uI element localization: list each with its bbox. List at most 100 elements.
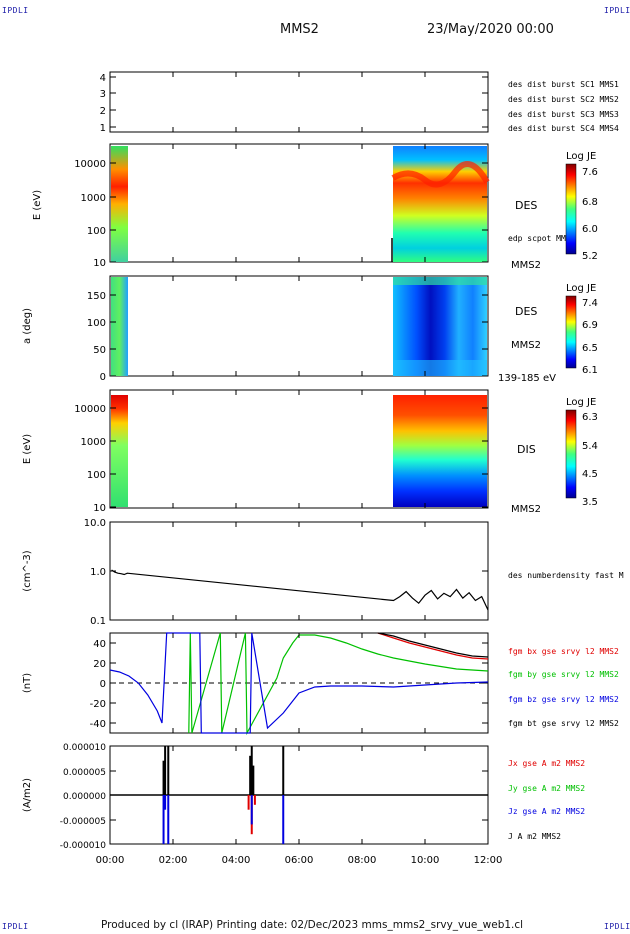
colorbar2-tick: 6.8 <box>582 197 598 208</box>
legend-j: J A m2 MMS2 <box>508 832 561 841</box>
spacecraft-title: MMS2 <box>280 22 319 37</box>
x-tick-label: 12:00 <box>474 855 503 866</box>
panel4-ylabel: E (eV) <box>22 434 33 464</box>
b-series-1 <box>188 632 489 736</box>
y-tick-label: 10.0 <box>84 518 106 529</box>
ion-block-early <box>111 395 128 507</box>
y-tick-label: 0 <box>100 372 106 383</box>
spectrogram-ridge <box>391 161 490 188</box>
colorbar4-tick: 3.5 <box>582 497 598 508</box>
colorbar4-tick: 6.3 <box>582 412 598 423</box>
corner-label-top-left: IPDLI <box>2 6 29 15</box>
panel6-ylabel: (nT) <box>22 673 33 693</box>
y-tick-label: 0 <box>100 679 106 690</box>
y-tick-label: 40 <box>93 639 106 650</box>
y-tick-label: 150 <box>87 291 106 302</box>
panel2-sublabel: edp scpot MMS2 <box>508 234 576 243</box>
density-series-0 <box>111 569 489 611</box>
panel-pitch-angle: a (deg) 0 50 100 150 DES MMS2 139-185 eV Lo… <box>22 275 598 384</box>
panel5-legend: des numberdensity fast M <box>508 571 624 580</box>
panel-current-density: (A/m2) -0.000010 -0.000005 0.000000 0.00000… <box>22 743 585 851</box>
y-tick-label: 0.000005 <box>63 768 106 778</box>
panel-ion-energy: E (eV) 10 100 1000 10000 DIS MMS2 Log JE 6.… <box>22 389 598 515</box>
colorbar4-tick: 4.5 <box>582 469 598 480</box>
panel3-sublabel: MMS2 <box>511 340 541 351</box>
panel-magnetic-field: (nT) -40 -20 0 20 40 fgm bx gse srvy l2 MMS2… <box>22 632 619 736</box>
panel4-bottom-label: MMS2 <box>511 504 541 515</box>
panel4-label: DIS <box>517 443 536 456</box>
panel3-ylabel: a (deg) <box>22 308 33 344</box>
panel2-label: DES <box>515 199 537 212</box>
panel2-bottom-label: MMS2 <box>511 260 541 271</box>
x-tick-label: 00:00 <box>96 855 125 866</box>
y-tick-label: 0.000010 <box>63 743 106 753</box>
panel2-ylabel: E (eV) <box>32 190 43 220</box>
colorbar3-title: Log JE <box>566 283 596 294</box>
legend-jx: Jx gse A m2 MMS2 <box>508 759 585 768</box>
panel1-frame <box>109 71 489 133</box>
legend-mms2: des dist burst SC2 MMS2 <box>508 95 619 104</box>
panel-burst-intervals: 1 2 3 4 des dist burst SC1 MMS1 des dist bu… <box>100 71 619 134</box>
x-tick-label: 06:00 <box>285 855 314 866</box>
pitchangle-block-early <box>111 277 128 376</box>
colorbar3-tick: 6.1 <box>582 365 598 376</box>
panel5-frame <box>109 521 489 621</box>
b-series-2 <box>109 632 489 734</box>
y-tick-label: 100 <box>87 470 106 481</box>
colorbar3-tick: 6.5 <box>582 343 598 354</box>
colorbar4-title: Log JE <box>566 397 596 408</box>
corner-label-bottom-right: IPDLI <box>604 922 630 931</box>
y-tick-label: 10000 <box>74 404 106 415</box>
b-series-0 <box>377 632 489 660</box>
y-tick-label: -40 <box>90 719 106 730</box>
b-series-3 <box>377 632 489 658</box>
colorbar2-tick: 5.2 <box>582 251 598 262</box>
ion-block-late <box>393 395 487 507</box>
y-tick-label: 1.0 <box>90 567 106 578</box>
legend-by: fgm by gse srvy l2 MMS2 <box>508 670 619 679</box>
colorbar2-tick: 7.6 <box>582 167 598 178</box>
y-tick-label: 10 <box>93 503 106 514</box>
legend-mms3: des dist burst SC3 MMS3 <box>508 110 619 119</box>
pitchangle-top-band <box>393 277 487 285</box>
y-tick-label: 1000 <box>81 437 106 448</box>
y-tick-label: 2 <box>100 106 106 117</box>
footer-text: Produced by cl (IRAP) Printing date: 02/… <box>101 919 524 931</box>
legend-mms4: des dist burst SC4 MMS4 <box>508 124 619 133</box>
y-tick-label: 1000 <box>81 193 106 204</box>
y-tick-label: 0.1 <box>90 616 106 627</box>
corner-label-bottom-left: IPDLI <box>2 922 29 931</box>
y-tick-label: -20 <box>90 699 106 710</box>
legend-bx: fgm bx gse srvy l2 MMS2 <box>508 647 619 656</box>
panel3-bottom-label: 139-185 eV <box>498 373 556 384</box>
legend-jz: Jz gse A m2 MMS2 <box>508 807 585 816</box>
legend-bt: fgm bt gse srvy l2 MMS2 <box>508 719 619 728</box>
legend-bz: fgm bz gse srvy l2 MMS2 <box>508 695 619 704</box>
colorbar-panel2 <box>565 163 577 255</box>
y-tick-label: 10000 <box>74 159 106 170</box>
colorbar2-tick: 6.0 <box>582 224 598 235</box>
panel7-ylabel: (A/m2) <box>22 778 33 812</box>
y-tick-label: -0.000010 <box>60 841 106 851</box>
y-tick-label: 100 <box>87 318 106 329</box>
x-tick-label: 10:00 <box>411 855 440 866</box>
colorbar4-tick: 5.4 <box>582 441 598 452</box>
y-tick-label: 0.000000 <box>63 792 106 802</box>
panel3-label: DES <box>515 305 537 318</box>
legend-mms1: des dist burst SC1 MMS1 <box>508 80 619 89</box>
panel-density: (cm^-3) 0.1 1.0 10.0 des numberdensity fas… <box>22 518 624 627</box>
x-tick-label: 02:00 <box>159 855 188 866</box>
colorbar3-tick: 7.4 <box>582 298 598 309</box>
colorbar-panel4 <box>565 409 577 499</box>
date-title: 23/May/2020 00:00 <box>427 22 554 37</box>
colorbar3-tick: 6.9 <box>582 320 598 331</box>
x-tick-label: 04:00 <box>222 855 251 866</box>
y-tick-label: 20 <box>93 659 106 670</box>
y-tick-label: 100 <box>87 226 106 237</box>
x-tick-label: 08:00 <box>348 855 377 866</box>
y-tick-label: 1 <box>100 123 106 134</box>
pitchangle-bottom-band <box>393 360 487 376</box>
y-tick-label: -0.000005 <box>60 817 106 827</box>
panel-electron-energy: E (eV) 10 100 1000 10000 DES edp scpot MMS2… <box>32 143 598 271</box>
